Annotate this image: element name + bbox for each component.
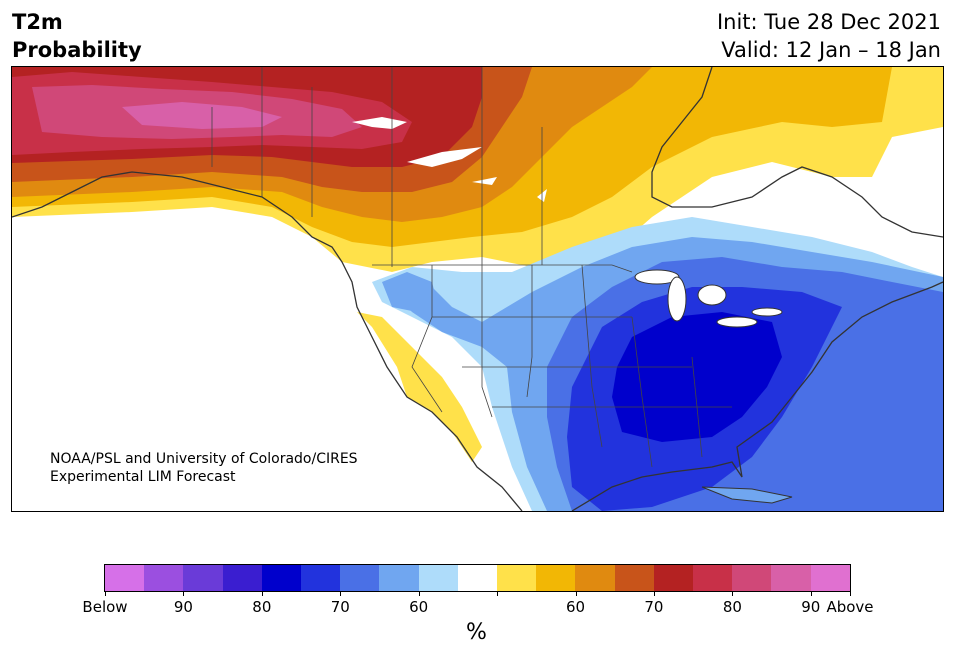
map-title: T2m Probability: [12, 8, 142, 64]
credit-line-2: Experimental LIM Forecast: [50, 469, 236, 485]
probability-colorbar: [104, 564, 851, 592]
colorbar-tick-label: 60: [409, 598, 429, 616]
caribbean-islands: [701, 486, 793, 504]
map-canvas: [12, 67, 943, 511]
colorbar-cell: [340, 565, 380, 591]
political-borders: [211, 67, 732, 468]
colorbar-cell: [222, 565, 262, 591]
probability-map: NOAA/PSL and University of Colorado/CIRE…: [11, 66, 944, 512]
colorbar-tick-mark: [497, 591, 499, 596]
colorbar-tick-mark: [575, 591, 577, 596]
colorbar-tick-mark: [653, 591, 655, 596]
warm-core: [122, 102, 282, 129]
colorbar-tick-label: Above: [826, 598, 874, 616]
colorbar-cell: [771, 565, 811, 591]
colorbar-cell: [497, 565, 537, 591]
colorbar-cell: [418, 565, 458, 591]
colorbar-tick-label: 70: [644, 598, 664, 616]
variable-label: T2m: [12, 10, 63, 34]
colorbar-cell: [732, 565, 772, 591]
valid-date: Valid: 12 Jan – 18 Jan: [721, 38, 941, 62]
colorbar-cell: [575, 565, 615, 591]
warm-patch-west: [357, 312, 482, 462]
colorbar-tick-mark: [850, 591, 851, 596]
colorbar-cell: [536, 565, 576, 591]
credit-text: NOAA/PSL and University of Colorado/CIRE…: [50, 450, 358, 486]
colorbar-tick-mark: [105, 591, 106, 596]
colorbar-tick-mark: [261, 591, 263, 596]
colorbar-tick-label: 70: [330, 598, 350, 616]
colorbar-tick-label: 80: [722, 598, 742, 616]
colorbar-cell: [653, 565, 694, 591]
great-lakes: [634, 269, 783, 328]
coastlines: [12, 67, 943, 511]
cool-patch-west: [382, 272, 437, 312]
colorbar-tick-mark: [183, 591, 185, 596]
colorbar-cell: [261, 565, 302, 591]
canadian-lakes: [352, 117, 547, 202]
colorbar-tick-label: Below: [82, 598, 128, 616]
cool-core: [612, 312, 782, 442]
colorbar-cell: [614, 565, 654, 591]
colorbar-cell: [457, 565, 498, 591]
unit-label: %: [466, 620, 487, 645]
init-date: Init: Tue 28 Dec 2021: [716, 10, 941, 34]
colorbar-tick-label: 90: [173, 598, 193, 616]
colorbar-cell: [301, 565, 341, 591]
colorbar-tick-label: 90: [801, 598, 821, 616]
colorbar-tick-mark: [418, 591, 420, 596]
colorbar-cell: [379, 565, 419, 591]
colorbar-cell: [693, 565, 733, 591]
colorbar-cell: [105, 565, 145, 591]
colorbar-cell: [183, 565, 223, 591]
colorbar-tick-label: 80: [252, 598, 272, 616]
colorbar-cell: [810, 565, 850, 591]
credit-line-1: NOAA/PSL and University of Colorado/CIRE…: [50, 451, 358, 467]
forecast-dates: Init: Tue 28 Dec 2021 Valid: 12 Jan – 18…: [717, 8, 941, 64]
colorbar-tick-mark: [732, 591, 734, 596]
colorbar-tick-label: 60: [565, 598, 586, 616]
colorbar-cell: [144, 565, 184, 591]
colorbar-tick-mark: [340, 591, 342, 596]
subtitle-label: Probability: [12, 38, 142, 62]
colorbar-tick-mark: [810, 591, 812, 596]
